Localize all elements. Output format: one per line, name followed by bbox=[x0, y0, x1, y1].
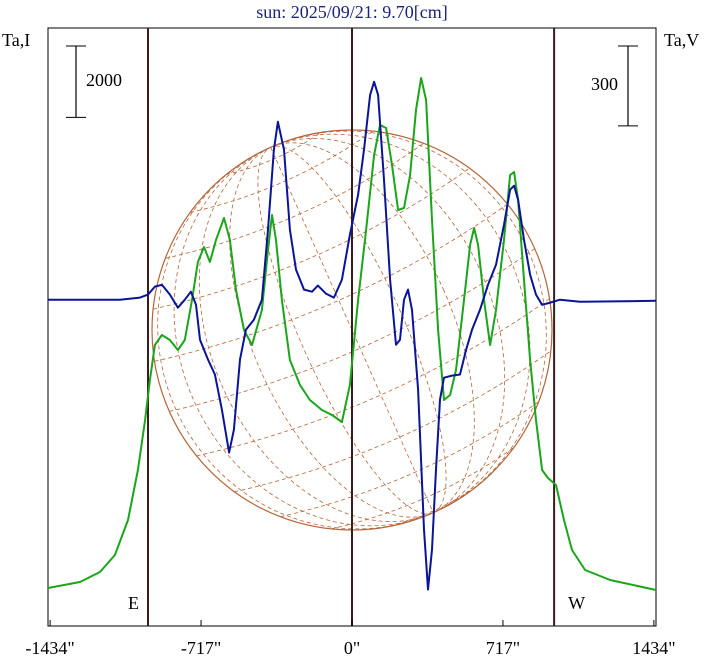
scale-bar-label: 300 bbox=[591, 74, 618, 94]
annotation: E bbox=[128, 593, 139, 613]
series-line bbox=[48, 80, 657, 591]
parallel bbox=[280, 401, 539, 518]
chart-title: sun: 2025/09/21: 9.70[cm] bbox=[256, 2, 448, 22]
parallel bbox=[226, 132, 321, 175]
series-line bbox=[47, 77, 657, 591]
parallel bbox=[383, 485, 479, 528]
y-axis-label: Ta,I bbox=[2, 30, 30, 50]
parallel bbox=[234, 350, 552, 493]
x-tick-label: 717" bbox=[486, 638, 520, 658]
scale-bar-label: 2000 bbox=[86, 70, 122, 90]
parallel bbox=[165, 142, 424, 259]
y2-axis-label: Ta,V bbox=[664, 30, 699, 50]
parallel bbox=[331, 447, 515, 530]
parallel bbox=[154, 203, 508, 362]
x-tick-label: -717" bbox=[181, 638, 221, 658]
meridian bbox=[173, 133, 531, 527]
annotation: W bbox=[568, 593, 585, 613]
meridian bbox=[229, 142, 475, 518]
x-tick-label: 1434" bbox=[632, 638, 675, 658]
x-tick-label: -1434" bbox=[25, 638, 74, 658]
x-tick-label: 0" bbox=[344, 638, 360, 658]
parallel bbox=[196, 298, 550, 457]
